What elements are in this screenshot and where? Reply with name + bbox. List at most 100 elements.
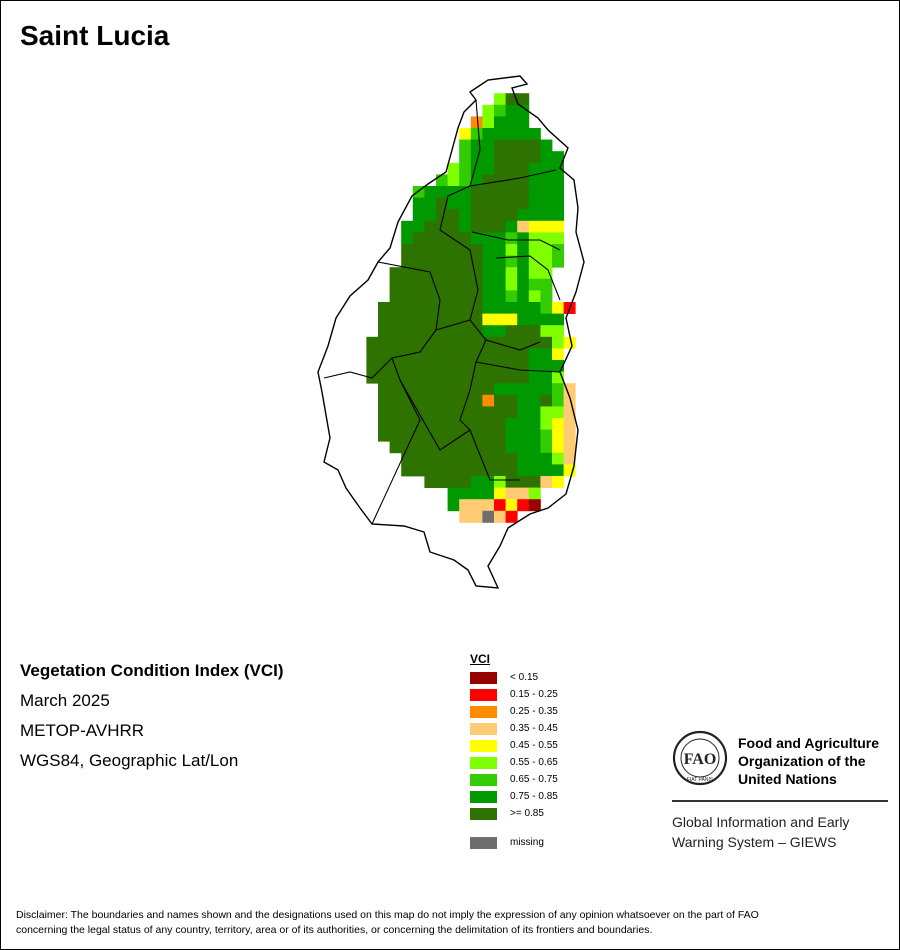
vci-cell	[505, 441, 518, 454]
vci-cell	[505, 476, 518, 488]
vci-cell	[470, 487, 483, 500]
fao-logo-motto: FIAT PANIS	[687, 777, 714, 783]
vci-cell	[505, 452, 518, 465]
vci-cell	[552, 313, 564, 326]
vci-cell	[389, 418, 402, 430]
vci-cell	[482, 209, 495, 222]
vci-cell	[412, 290, 425, 303]
vci-cell	[505, 151, 518, 164]
legend-label: 0.15 - 0.25	[510, 689, 558, 700]
vci-cell	[517, 278, 530, 291]
vci-cell	[459, 476, 472, 488]
vci-cell	[540, 186, 553, 198]
vci-cell	[540, 139, 553, 152]
vci-cell	[494, 336, 506, 349]
vci-cell	[470, 162, 483, 175]
vci-cell	[459, 418, 472, 430]
vci-cell	[517, 336, 530, 349]
vci-cell	[528, 313, 541, 326]
vci-cell	[505, 244, 518, 256]
vci-cell	[459, 151, 472, 164]
vci-cell	[482, 383, 495, 396]
vci-cell	[401, 267, 414, 280]
vci-cell	[412, 371, 425, 384]
disclaimer: Disclaimer: The boundaries and names sho…	[16, 908, 886, 938]
vci-cell	[528, 232, 541, 245]
vci-cell	[505, 162, 518, 175]
vci-cell	[412, 429, 425, 442]
vci-cell	[436, 371, 448, 384]
vci-cell	[505, 232, 518, 245]
vci-cell	[482, 255, 495, 268]
vci-cell	[505, 510, 518, 523]
vci-cell	[412, 209, 425, 222]
vci-cell	[552, 336, 564, 349]
district-boundary	[469, 169, 557, 187]
vci-cell	[436, 290, 448, 303]
vci-cell	[424, 406, 437, 419]
vci-cell	[424, 336, 437, 349]
vci-cell	[436, 325, 448, 338]
vci-cell	[447, 313, 460, 326]
vci-cell	[447, 302, 460, 314]
vci-cell	[447, 325, 460, 338]
vci-cell	[540, 151, 553, 164]
vci-cell	[494, 174, 506, 187]
vci-raster	[366, 93, 576, 523]
vci-cell	[459, 371, 472, 384]
vci-cell	[436, 244, 448, 256]
vci-cell	[459, 499, 472, 512]
vci-cell	[552, 406, 564, 419]
vci-cell	[424, 244, 437, 256]
vci-cell	[447, 244, 460, 256]
vci-cell	[412, 232, 425, 245]
vci-cell	[552, 394, 564, 407]
vci-cell	[470, 197, 483, 210]
vci-cell	[552, 325, 564, 338]
vci-cell	[494, 267, 506, 280]
vci-cell	[552, 429, 564, 442]
vci-cell	[412, 336, 425, 349]
vci-cell	[528, 418, 541, 430]
vci-cell	[447, 487, 460, 500]
vci-cell	[470, 394, 483, 407]
vci-cell	[517, 255, 530, 268]
vci-cell	[447, 197, 460, 210]
legend-swatch	[470, 757, 497, 769]
vci-cell	[470, 209, 483, 222]
vci-cell	[505, 429, 518, 442]
vci-cell	[517, 348, 530, 361]
vci-cell	[563, 383, 576, 396]
legend-item: 0.55 - 0.65	[470, 755, 558, 772]
vci-cell	[505, 93, 518, 106]
vci-cell	[540, 441, 553, 454]
legend-title: VCI	[470, 652, 491, 666]
vci-cell	[470, 348, 483, 361]
vci-cell	[505, 302, 518, 314]
vci-cell	[494, 394, 506, 407]
vci-cell	[552, 244, 564, 256]
vci-cell	[552, 162, 564, 175]
vci-cell	[470, 313, 483, 326]
vci-cell	[459, 383, 472, 396]
vci-cell	[482, 278, 495, 291]
vci-cell	[528, 499, 541, 512]
vci-cell	[552, 151, 564, 164]
vci-cell	[494, 406, 506, 419]
vci-cell	[366, 360, 379, 372]
vci-cell	[517, 371, 530, 384]
vci-cell	[482, 162, 495, 175]
vci-cell	[540, 348, 553, 361]
vci-cell	[517, 499, 530, 512]
vci-cell	[540, 406, 553, 419]
vci-cell	[494, 429, 506, 442]
vci-cell	[389, 267, 402, 280]
vci-cell	[528, 394, 541, 407]
vci-cell	[517, 429, 530, 442]
vci-cell	[517, 139, 530, 152]
vci-cell	[517, 452, 530, 465]
vci-cell	[424, 290, 437, 303]
vci-cell	[552, 348, 564, 361]
vci-cell	[470, 336, 483, 349]
vci-cell	[494, 162, 506, 175]
